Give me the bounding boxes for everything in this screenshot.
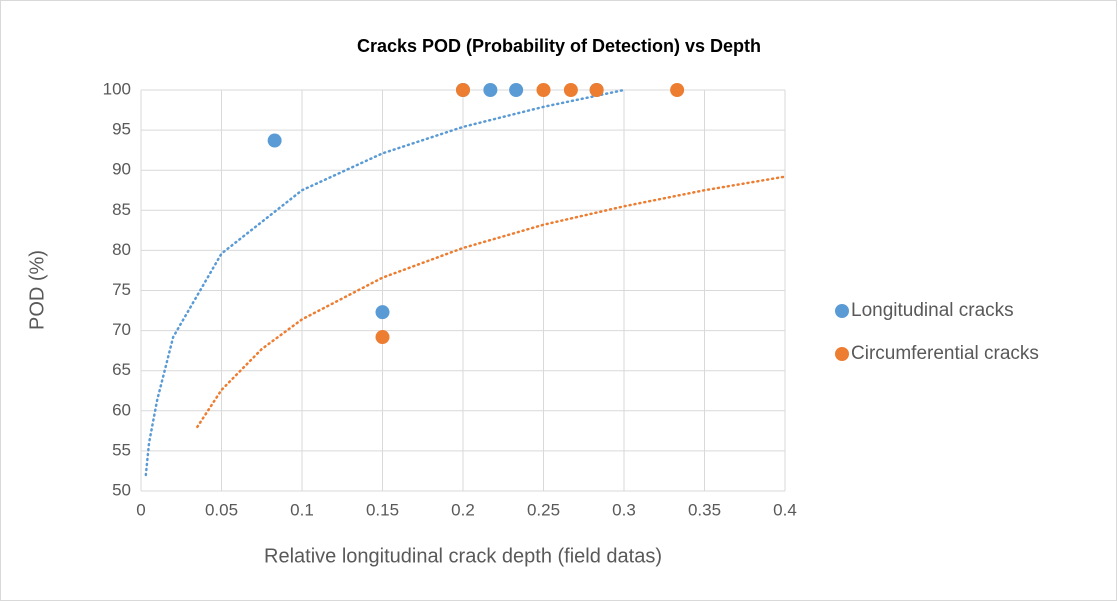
x-tick-label: 0.1 — [290, 500, 314, 519]
trendline — [144, 88, 626, 477]
legend-label: Circumferential cracks — [851, 343, 1039, 364]
x-tick-label: 0.4 — [773, 500, 797, 519]
data-point — [375, 330, 390, 345]
y-tick-label: 90 — [112, 160, 131, 179]
data-point — [456, 83, 470, 97]
data-point — [670, 83, 685, 97]
data-point — [483, 83, 498, 97]
y-tick-label: 70 — [112, 320, 131, 339]
legend-marker — [835, 347, 849, 361]
x-tick-label: 0 — [136, 500, 145, 519]
data-point — [267, 133, 282, 148]
x-tick-label: 0.25 — [527, 500, 560, 519]
y-tick-label: 60 — [112, 400, 131, 419]
y-tick-label: 65 — [112, 360, 131, 379]
y-tick-label: 80 — [112, 240, 131, 259]
y-tick-label: 55 — [112, 440, 131, 459]
x-axis-label: Relative longitudinal crack depth (field… — [264, 545, 662, 567]
x-tick-label: 0.15 — [366, 500, 399, 519]
data-point — [375, 305, 390, 320]
x-tick-label: 0.35 — [688, 500, 721, 519]
y-tick-label: 85 — [112, 200, 131, 219]
y-axis-label: POD (%) — [26, 250, 48, 330]
x-tick-label: 0.3 — [612, 500, 636, 519]
y-tick-label: 100 — [103, 79, 131, 98]
chart-title: Cracks POD (Probability of Detection) vs… — [357, 36, 761, 56]
x-tick-label: 0.05 — [205, 500, 238, 519]
legend-marker — [835, 304, 849, 318]
trendline — [196, 175, 787, 429]
data-point — [563, 83, 578, 97]
x-tick-label: 0.2 — [451, 500, 475, 519]
legend-label: Longitudinal cracks — [851, 300, 1014, 321]
y-tick-label: 75 — [112, 280, 131, 299]
data-point — [509, 83, 524, 97]
y-tick-label: 50 — [112, 480, 131, 499]
data-point — [589, 83, 604, 97]
data-point — [536, 83, 551, 97]
y-tick-label: 95 — [112, 120, 131, 139]
